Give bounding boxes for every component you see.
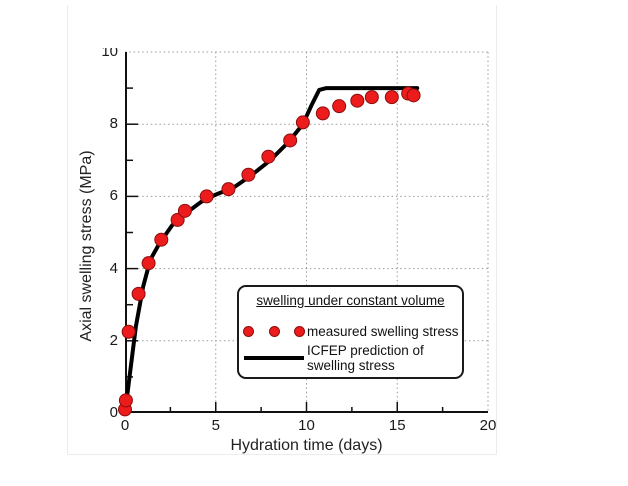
x-tick-label: 0	[120, 417, 130, 434]
x-tick-label: 15	[388, 417, 406, 434]
x-tick-label: 5	[211, 417, 220, 434]
measured-point	[384, 90, 399, 105]
measured-point	[241, 167, 256, 182]
measured-point	[221, 182, 236, 197]
measured-point	[315, 106, 330, 121]
y-tick-label: 10	[101, 48, 118, 60]
y-tick-label: 6	[109, 187, 118, 205]
y-tick-label: 4	[109, 259, 118, 277]
plot-area	[118, 51, 489, 417]
y-tick-label: 2	[109, 331, 118, 349]
y-tick-label: 8	[109, 115, 118, 133]
prediction-curve	[123, 86, 420, 415]
legend: swelling under constant volume measured …	[237, 285, 464, 379]
legend-title: swelling under constant volume	[256, 293, 445, 308]
measured-point	[406, 88, 421, 103]
measured-point	[170, 212, 185, 227]
measured-point	[131, 286, 146, 301]
x-tick-label: 10	[298, 417, 315, 434]
figure-frame	[67, 5, 497, 455]
y-tick-label: 0	[109, 404, 118, 421]
legend-marker-circles-icon	[243, 326, 305, 337]
measured-point	[295, 115, 310, 130]
measured-point	[141, 256, 156, 271]
x-axis-title: Hydration time (days)	[230, 437, 383, 454]
measured-point	[177, 203, 192, 218]
measured-point	[118, 393, 133, 408]
measured-point	[261, 149, 276, 164]
measured-point	[199, 189, 214, 204]
measured-point	[121, 324, 136, 339]
measured-point	[332, 99, 347, 114]
x-tick-label: 20	[479, 417, 497, 434]
legend-item-measured-label: measured swelling stress	[307, 324, 459, 339]
measured-point	[364, 90, 379, 105]
measured-point	[283, 133, 298, 148]
measured-point	[350, 93, 365, 108]
legend-item-prediction-label: ICFEP prediction of swelling stress	[307, 343, 424, 373]
measured-point	[154, 232, 169, 247]
legend-marker-line-icon	[244, 356, 304, 360]
